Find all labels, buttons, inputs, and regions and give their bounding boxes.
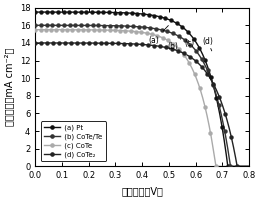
Text: (d): (d): [202, 37, 213, 51]
Text: (c): (c): [184, 39, 194, 48]
Text: (a): (a): [149, 26, 168, 45]
Y-axis label: 短路电流（mA cm⁻²）: 短路电流（mA cm⁻²）: [4, 48, 14, 126]
X-axis label: 开路电压（V）: 开路电压（V）: [121, 186, 163, 196]
Text: (b): (b): [167, 39, 181, 51]
Legend:  (a) Pt,  (b) CoTe/Te,  (c) CoTe,  (d) CoTe₂: (a) Pt, (b) CoTe/Te, (c) CoTe, (d) CoTe₂: [41, 121, 106, 161]
